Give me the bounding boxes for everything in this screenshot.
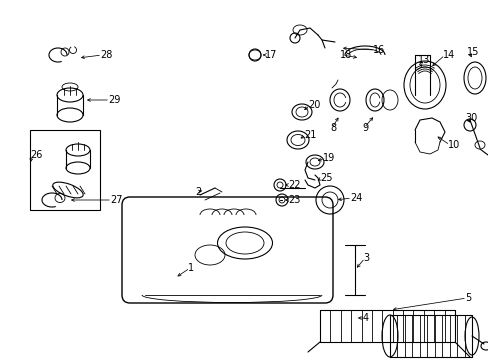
Text: 5: 5	[464, 293, 470, 303]
Text: 15: 15	[466, 47, 478, 57]
Bar	[319, 310, 454, 342]
Text: 19: 19	[323, 153, 335, 163]
Bar	[389, 315, 471, 357]
Text: 1: 1	[187, 263, 194, 273]
Text: 18: 18	[339, 50, 351, 60]
Text: 30: 30	[464, 113, 476, 123]
Text: 16: 16	[372, 45, 385, 55]
Text: 26: 26	[30, 150, 42, 160]
Text: 2: 2	[195, 187, 201, 197]
Text: 23: 23	[287, 195, 300, 205]
Text: 14: 14	[442, 50, 454, 60]
Text: 4: 4	[362, 313, 368, 323]
Text: 8: 8	[329, 123, 335, 133]
Text: 3: 3	[362, 253, 368, 263]
Text: 24: 24	[349, 193, 362, 203]
Text: 20: 20	[307, 100, 320, 110]
Text: 29: 29	[108, 95, 120, 105]
Text: 22: 22	[287, 180, 300, 190]
Text: 13: 13	[417, 55, 429, 65]
Text: 25: 25	[319, 173, 332, 183]
Text: 10: 10	[447, 140, 459, 150]
Bar	[30, 130, 100, 210]
Text: 9: 9	[361, 123, 367, 133]
Text: 27: 27	[110, 195, 122, 205]
Text: 21: 21	[304, 130, 316, 140]
Text: 17: 17	[264, 50, 277, 60]
Text: 28: 28	[100, 50, 112, 60]
